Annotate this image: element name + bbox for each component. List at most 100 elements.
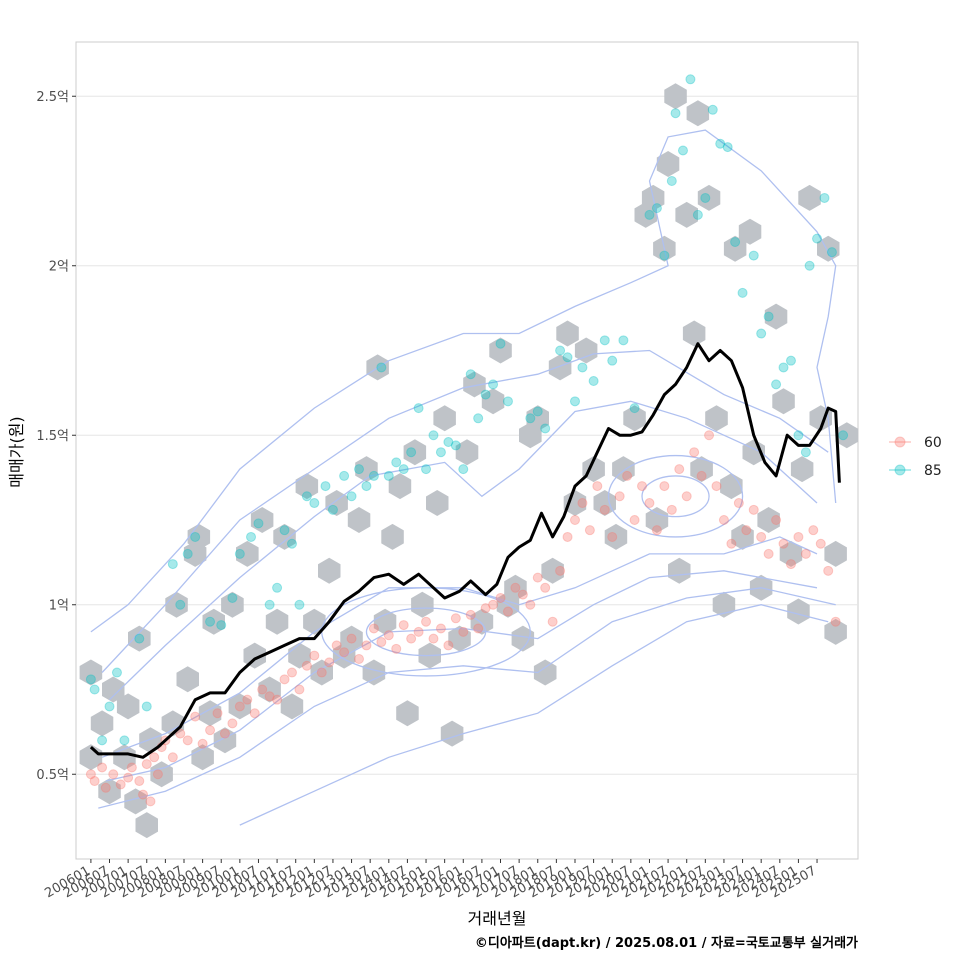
hexbin-cell <box>433 405 456 432</box>
hexbin-cell <box>697 184 721 211</box>
point-60 <box>465 609 476 620</box>
hexbin-cell <box>318 557 341 584</box>
point-85 <box>473 413 484 424</box>
point-60 <box>376 637 387 648</box>
point-60 <box>145 796 156 807</box>
point-85 <box>502 396 513 407</box>
hexbin-cell <box>273 523 296 550</box>
point-60 <box>205 725 216 736</box>
trend-line <box>89 342 841 759</box>
density-contour <box>365 607 487 657</box>
point-85 <box>677 145 688 156</box>
point-60 <box>413 626 424 637</box>
point-85 <box>465 369 476 380</box>
hexbin-cell <box>448 625 471 652</box>
point-85 <box>785 355 796 366</box>
hexbin-cell <box>533 659 557 686</box>
point-60 <box>227 718 238 729</box>
point-85 <box>435 447 446 458</box>
point-60 <box>97 762 108 773</box>
point-60 <box>331 640 342 651</box>
point-85 <box>763 311 774 322</box>
point-60 <box>167 752 178 763</box>
point-85 <box>264 599 275 610</box>
point-85 <box>376 362 387 373</box>
hexbin-cell <box>176 666 199 693</box>
y-tick-label: 0.5억 <box>36 768 69 783</box>
hexbin-cell <box>686 100 710 127</box>
point-85 <box>618 335 629 346</box>
scatter-points-layer <box>85 74 849 807</box>
point-60 <box>771 514 782 525</box>
point-60 <box>763 548 774 559</box>
hexbin-cell <box>682 320 706 347</box>
hexbin-cell <box>396 700 419 727</box>
point-85 <box>562 352 573 363</box>
point-85 <box>205 616 216 627</box>
hexbin-cell <box>481 388 505 415</box>
point-85 <box>182 548 193 559</box>
point-85 <box>685 74 696 85</box>
point-60 <box>562 531 573 542</box>
hexbin-cell <box>135 812 158 839</box>
point-60 <box>823 565 834 576</box>
point-60 <box>309 650 320 661</box>
point-60 <box>622 470 633 481</box>
hexbin-cell <box>712 591 736 618</box>
hexbin-cell <box>764 303 788 330</box>
hexbin-cell <box>511 625 535 652</box>
point-60 <box>354 653 365 664</box>
y-tick-label: 1억 <box>49 599 69 614</box>
hexbin-cell <box>79 659 103 686</box>
point-60 <box>592 481 603 492</box>
point-60 <box>361 640 372 651</box>
y-tick-label: 1.5억 <box>36 429 69 444</box>
point-60 <box>637 481 648 492</box>
point-85 <box>443 437 454 448</box>
point-60 <box>540 582 551 593</box>
point-85 <box>737 287 748 298</box>
hexbin-cell <box>757 507 780 533</box>
point-60 <box>182 735 193 746</box>
hexbin-cell <box>221 591 244 618</box>
point-85 <box>320 481 331 492</box>
point-60 <box>391 643 402 654</box>
point-60 <box>525 599 536 610</box>
point-60 <box>495 592 506 603</box>
point-85 <box>167 559 178 570</box>
hexbin-cell <box>787 598 810 625</box>
point-60 <box>681 491 692 502</box>
y-tick-label: 2억 <box>49 260 69 275</box>
hexbin-cell <box>236 540 259 567</box>
point-85 <box>279 525 290 536</box>
point-85 <box>838 430 849 441</box>
hexbin-cell <box>604 523 628 550</box>
point-60 <box>473 623 484 634</box>
point-60 <box>517 589 528 600</box>
density-contour <box>101 536 818 758</box>
point-60 <box>629 514 640 525</box>
point-85 <box>659 250 670 261</box>
point-60 <box>718 514 729 525</box>
point-60 <box>316 667 327 678</box>
hexbin-cell <box>455 439 479 466</box>
hexbin-cell <box>779 540 803 567</box>
point-60 <box>89 776 100 787</box>
hexbin-cell <box>228 693 252 720</box>
point-60 <box>458 626 469 637</box>
point-60 <box>704 430 715 441</box>
hexbin-cell <box>526 405 549 432</box>
hexbin-cell <box>563 490 587 516</box>
trend-line-layer <box>89 342 841 759</box>
point-60 <box>726 538 737 549</box>
hexbin-cell <box>548 354 572 381</box>
hexbin-cell <box>403 439 427 466</box>
point-85 <box>134 633 145 644</box>
point-60 <box>279 674 290 685</box>
point-85 <box>771 379 782 390</box>
point-85 <box>190 531 201 542</box>
hexbin-cell <box>98 778 121 805</box>
point-60 <box>324 657 335 668</box>
point-85 <box>692 209 703 220</box>
